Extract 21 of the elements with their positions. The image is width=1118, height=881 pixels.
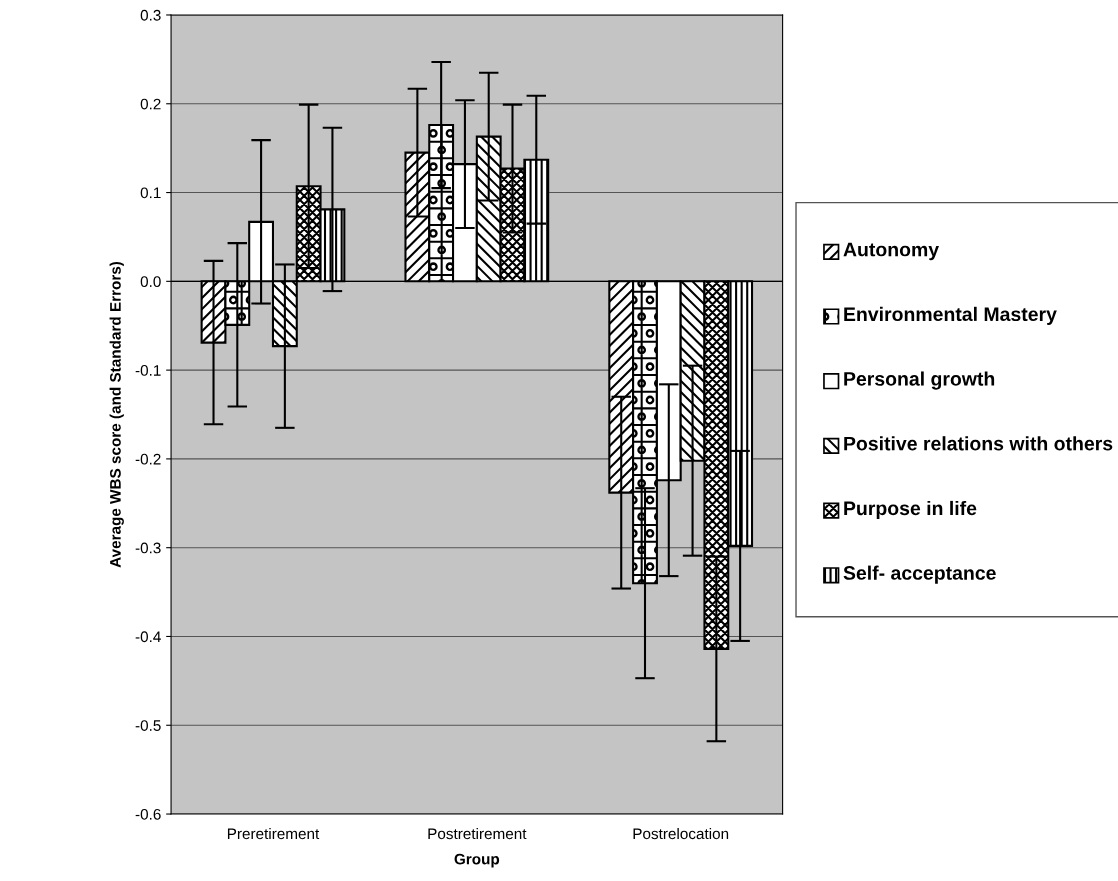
y-axis-title: Average WBS score (and Standard Errors) [109, 261, 124, 568]
legend-label: Purpose in life [844, 500, 977, 520]
y-tick-label: -0.3 [135, 542, 161, 554]
y-tick-label: 0.2 [140, 98, 161, 110]
y-tick-label: -0.1 [135, 364, 161, 376]
x-tick-label: Postretirement [428, 827, 527, 840]
x-tick-label: Preretirement [227, 827, 320, 840]
y-tick-label: 0.1 [140, 187, 161, 199]
y-tick-label: -0.6 [135, 808, 161, 820]
legend-label: Self- acceptance [843, 565, 996, 584]
legend-label: Autonomy [843, 242, 939, 261]
y-tick-label: -0.4 [135, 631, 161, 643]
x-axis-title: Group [454, 853, 500, 868]
y-tick-label: -0.5 [135, 720, 161, 731]
legend-label: Positive relations with others [844, 436, 1113, 451]
y-tick-label: 0.0 [140, 276, 161, 288]
x-tick-label: Postrelocation [633, 827, 729, 840]
legend-label: Personal growth [844, 371, 995, 390]
legend-label: Environmental Mastery [844, 306, 1057, 325]
y-tick-label: -0.2 [135, 453, 161, 465]
y-tick-label: 0.3 [140, 9, 161, 21]
